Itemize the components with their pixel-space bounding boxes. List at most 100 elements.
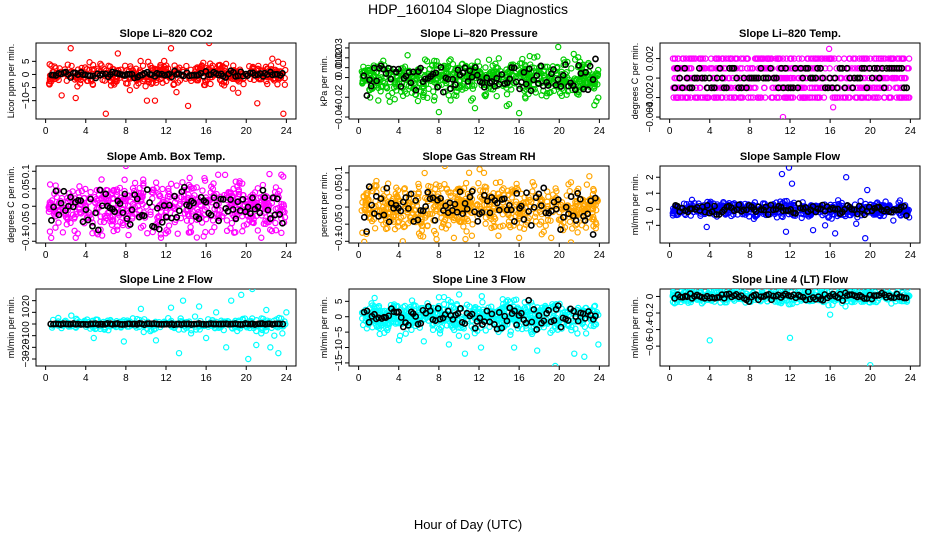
data-point [427,183,434,191]
data-point [493,64,500,71]
data-point [97,213,104,220]
data-point [140,180,147,187]
y-tick-label: 0 [21,321,32,327]
data-point [369,187,376,195]
y-tick-label: −0.04 [334,104,345,130]
data-point [55,219,62,226]
data-point [780,94,788,101]
data-point [573,220,581,228]
reference-point [782,64,789,72]
data-point [131,179,139,187]
data-point [152,179,160,186]
data-point [114,223,121,230]
figure-title: HDP_160104 Slope Diagnostics [367,1,568,17]
data-point [162,230,169,237]
data-point [109,194,117,202]
y-tick-label: 0 [645,206,656,212]
reference-point [261,194,269,201]
y-tick-label: 0.1 [334,165,345,179]
reference-point [686,84,693,92]
data-point [906,94,913,101]
reference-point [735,201,743,209]
data-point [394,187,402,194]
data-point [519,55,526,63]
data-point [235,186,243,194]
reference-point [273,195,281,203]
data-point [749,65,757,72]
outlier-point [864,186,871,194]
reference-point [804,64,812,72]
data-point [239,180,246,187]
data-point [48,234,55,242]
reference-point [474,217,482,225]
data-point [872,74,879,82]
outlier-point [234,327,241,335]
data-point [140,328,147,336]
y-tick-label: 0.02 [334,48,345,68]
reference-point [557,83,565,90]
reference-point [365,183,373,191]
outlier-point [114,50,122,57]
data-point [207,189,214,196]
data-point [586,75,593,82]
data-point [766,55,774,62]
data-point [280,201,287,208]
data-point [704,94,711,101]
reference-point [414,216,422,224]
y-tick-label: 0 [334,204,345,210]
data-point [190,185,197,192]
outlier-point [195,303,203,310]
data-point [53,193,61,201]
reference-point [407,79,415,87]
reference-point [439,88,447,96]
outlier-point [184,102,192,110]
x-tick-label: 16 [201,126,213,137]
data-point [750,84,758,92]
reference-point [849,84,857,92]
data-point [199,187,206,194]
reference-point [569,212,577,220]
reference-point [510,218,518,225]
reference-point [854,210,861,218]
reference-point [794,84,802,92]
data-point [425,85,432,93]
data-point [568,225,576,232]
y-tick-label: 0.05 [21,179,32,199]
x-tick-label: 12 [473,250,485,261]
reference-point [466,193,474,201]
reference-point [380,211,388,219]
x-tick-label: 20 [554,373,566,384]
data-point [440,301,448,308]
data-point [787,55,794,62]
data-point [592,225,599,232]
reference-point [473,71,481,79]
data-point [860,55,867,62]
data-point [590,213,597,221]
y-tick-label: 5 [334,298,345,304]
data-point [482,92,489,100]
reference-point [484,197,491,205]
x-tick-label: 8 [436,126,442,137]
data-point [512,296,520,303]
outlier-point [200,81,208,89]
data-point [737,94,745,101]
outlier-point [67,45,74,52]
data-point [97,218,104,225]
data-point [419,91,427,99]
data-point [236,179,243,187]
reference-point [850,206,858,214]
data-point [108,217,116,224]
data-point [538,231,545,238]
reference-point [461,64,469,72]
reference-point [530,203,538,211]
reference-point [534,80,542,87]
reference-point [557,226,564,233]
y-tick-label: 1 [645,190,656,196]
reference-point [550,66,557,73]
data-point [214,213,222,220]
reference-point [360,213,368,221]
data-point [865,74,873,82]
reference-point [382,70,390,77]
outlier-point [58,92,65,99]
x-tick-label: 0 [43,373,49,384]
